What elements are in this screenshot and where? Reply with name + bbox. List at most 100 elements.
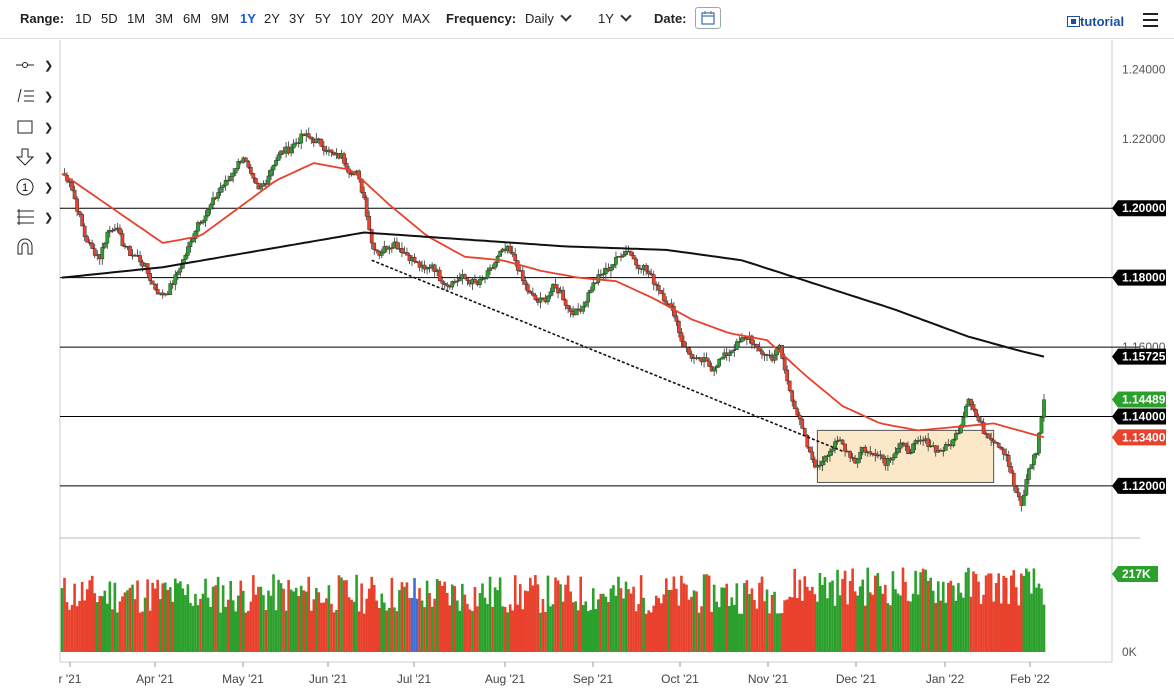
volume-bar: [277, 579, 280, 652]
chevron-down-icon: [620, 10, 632, 22]
candle-body: [576, 308, 581, 311]
volume-bar: [136, 580, 139, 652]
volume-bar: [702, 574, 706, 652]
candle-body: [1034, 452, 1039, 456]
rectangle-tool[interactable]: ❯: [14, 117, 54, 141]
frequency-select[interactable]: Daily: [525, 10, 572, 26]
range-button-1d[interactable]: 1D: [75, 11, 92, 26]
line-tool[interactable]: ❯: [14, 86, 54, 110]
candle-body: [981, 422, 986, 434]
candle-body: [644, 265, 649, 272]
candle-body: [251, 173, 256, 179]
volume-bar: [901, 567, 905, 652]
volume-bar: [1030, 593, 1033, 652]
volume-bar: [879, 586, 882, 652]
volume-bar: [672, 576, 676, 652]
range-button-max[interactable]: MAX: [402, 11, 431, 26]
volume-bar: [80, 581, 84, 652]
volume-bar: [309, 610, 313, 652]
volume-bar: [665, 578, 668, 652]
range-button-9m[interactable]: 9M: [211, 11, 230, 26]
volume-bar: [229, 580, 233, 652]
volume-bar: [783, 600, 786, 652]
x-tick-label: Apr '21: [136, 672, 174, 686]
volume-bar: [974, 573, 978, 652]
volume-bar: [788, 596, 791, 652]
candle-body: [1006, 455, 1011, 467]
volume-bar: [287, 579, 290, 652]
candle-body: [254, 178, 258, 184]
candle-body: [246, 160, 251, 168]
tutorial-link[interactable]: tutorial: [1067, 14, 1124, 29]
candle-body: [105, 231, 110, 244]
volume-bar: [1017, 605, 1021, 652]
price-label-text: 1.12000: [1122, 479, 1166, 493]
candle-body: [991, 439, 996, 443]
volume-bar: [98, 595, 102, 652]
volume-bar: [1004, 577, 1008, 652]
volume-bar: [994, 582, 998, 652]
volume-bar: [778, 613, 781, 652]
range-button-1m[interactable]: 1M: [127, 11, 146, 26]
candle-body: [382, 246, 387, 253]
volume-bar: [677, 605, 681, 652]
candle-body: [921, 439, 925, 442]
volume-bar: [705, 574, 708, 652]
candle-body: [87, 242, 92, 244]
range-button-5d[interactable]: 5D: [101, 11, 118, 26]
volume-bar: [972, 571, 975, 652]
hamburger-menu-icon[interactable]: [1143, 13, 1158, 31]
volume-bar: [624, 581, 628, 652]
volume-bar: [219, 612, 222, 652]
volume-bar: [982, 594, 985, 652]
candle-body: [223, 179, 228, 186]
volume-bar: [234, 611, 238, 652]
candle-body: [805, 434, 810, 448]
volume-bar: [516, 604, 520, 652]
volume-bar: [506, 612, 509, 652]
candle-body: [810, 451, 815, 461]
candle-body: [755, 344, 759, 348]
candle-body: [795, 408, 800, 416]
candle-body: [85, 236, 90, 243]
range-button-1y[interactable]: 1Y: [240, 11, 256, 26]
volume-bar: [430, 606, 434, 652]
volume-bar: [88, 580, 91, 652]
volume-bar: [546, 575, 550, 652]
volume-bar: [194, 593, 197, 652]
period-select[interactable]: 1Y: [598, 10, 632, 26]
volume-bar: [450, 584, 454, 652]
range-button-20y[interactable]: 20Y: [371, 11, 395, 26]
arrow-tool[interactable]: ❯: [14, 147, 54, 171]
chevron-right-icon: ❯: [44, 182, 54, 194]
volume-bar: [594, 609, 598, 652]
range-button-5y[interactable]: 5Y: [315, 11, 331, 26]
range-button-3m[interactable]: 3M: [155, 11, 174, 26]
counter-tool[interactable]: 1 ❯: [14, 177, 54, 201]
volume-bar: [325, 598, 328, 652]
volume-bar: [964, 572, 968, 652]
volume-bar: [886, 603, 890, 652]
volume-bar: [410, 597, 414, 652]
range-button-2y[interactable]: 2Y: [264, 11, 280, 26]
volume-bar: [574, 601, 577, 652]
range-button-3y[interactable]: 3Y: [289, 11, 305, 26]
volume-bar: [848, 581, 852, 652]
crosshair-tool[interactable]: ❯: [14, 55, 54, 79]
range-button-6m[interactable]: 6M: [183, 11, 202, 26]
date-picker-button[interactable]: [695, 7, 721, 29]
candle-body: [790, 390, 795, 402]
volume-bar: [536, 584, 540, 652]
candle-body: [717, 358, 722, 367]
volume-bar: [916, 594, 920, 652]
fibonacci-tool[interactable]: ❯: [14, 207, 54, 231]
volume-bar: [707, 575, 711, 652]
volume-bar: [496, 590, 499, 652]
range-button-10y[interactable]: 10Y: [340, 11, 364, 26]
magnet-tool[interactable]: [14, 237, 54, 261]
candle-body: [737, 341, 742, 343]
volume-bar: [853, 591, 857, 652]
volume-bar: [249, 601, 253, 652]
price-chart[interactable]: 1.240001.220001.200001.180001.160001.140…: [0, 40, 1174, 693]
candle-body: [148, 273, 152, 282]
